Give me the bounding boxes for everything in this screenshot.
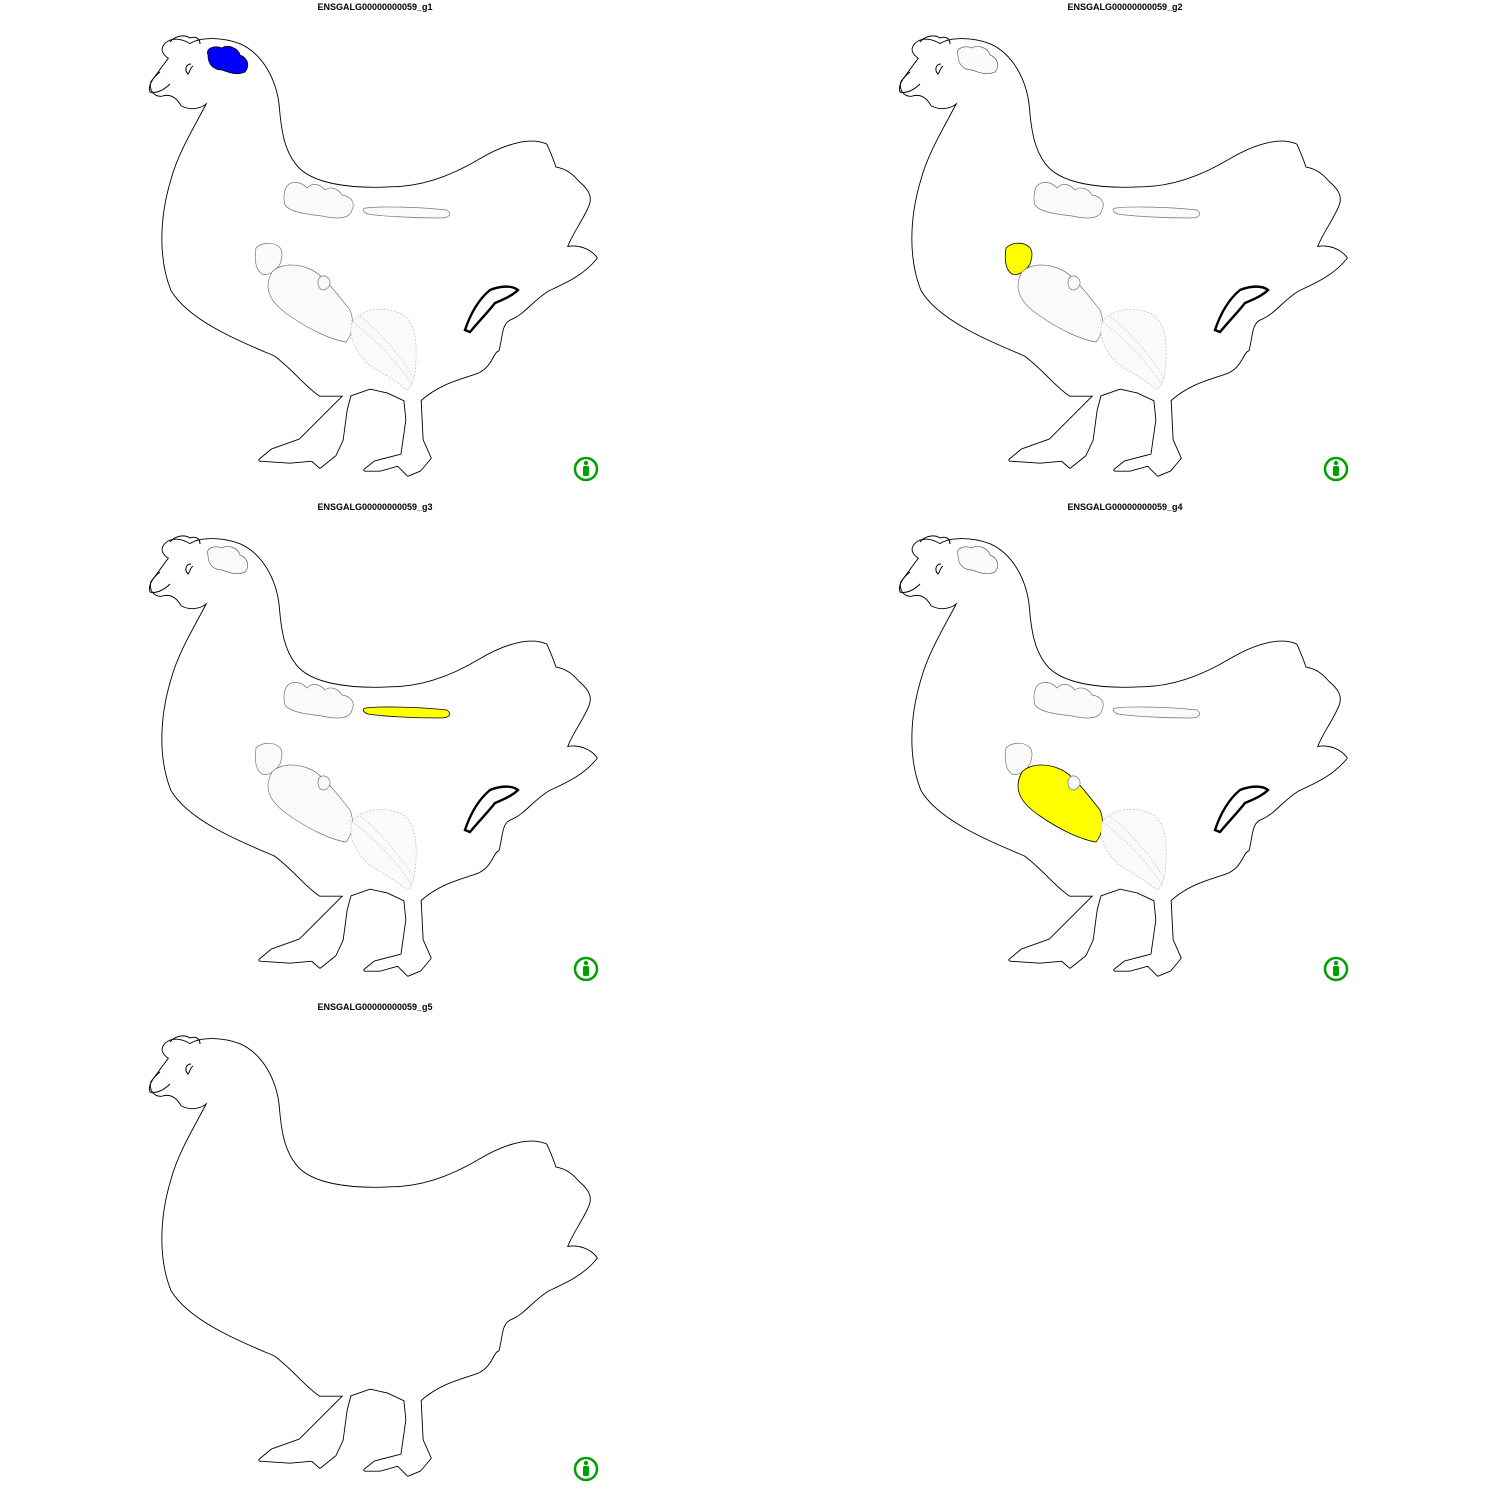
gland [1067, 775, 1081, 791]
panel-4: ENSGALG00000000059_g4 [750, 500, 1500, 1000]
panel-2: ENSGALG00000000059_g2 [750, 0, 1500, 500]
gland [1067, 275, 1081, 291]
comb [919, 35, 951, 45]
info-person-icon[interactable] [573, 456, 599, 482]
body-outline-inner [900, 539, 1347, 976]
gizzard [350, 308, 417, 390]
beak [149, 571, 171, 593]
gland [317, 775, 331, 791]
eye [935, 563, 944, 575]
heart [254, 742, 283, 775]
panel-3: ENSGALG00000000059_g3 [0, 500, 750, 1000]
spinal-cord-highlighted [362, 706, 451, 719]
wing-outline [1213, 285, 1270, 334]
info-person-icon[interactable] [1323, 456, 1349, 482]
wing-outline [463, 785, 520, 834]
eye [185, 563, 194, 575]
gland [317, 275, 331, 291]
comb [919, 535, 951, 545]
kidney [283, 182, 354, 219]
kidney [283, 682, 354, 719]
panel-title: ENSGALG00000000059_g2 [1067, 2, 1183, 12]
panel-title: ENSGALG00000000059_g5 [317, 1002, 433, 1012]
brain [957, 46, 999, 75]
intestine [1099, 815, 1165, 886]
body-outline-inner [150, 539, 597, 976]
intestine [349, 315, 415, 386]
beak [899, 71, 921, 93]
panel-title: ENSGALG00000000059_g3 [317, 502, 433, 512]
info-person-icon[interactable] [573, 1456, 599, 1482]
beak [899, 571, 921, 593]
gizzard [1100, 308, 1167, 390]
heart [1004, 742, 1033, 775]
spinal-cord [1112, 206, 1200, 219]
chicken-anatogram [149, 1035, 599, 1482]
brain [957, 546, 999, 575]
heart-highlighted [1004, 242, 1033, 275]
beak [149, 71, 171, 93]
info-person-icon[interactable] [1323, 956, 1349, 982]
eye [935, 63, 944, 75]
wing-outline [463, 285, 520, 334]
panel-title: ENSGALG00000000059_g4 [1067, 502, 1183, 512]
brain-highlighted [207, 46, 249, 75]
chicken-anatogram [149, 535, 599, 982]
body-outline-inner [150, 39, 597, 476]
panel-title: ENSGALG00000000059_g1 [317, 2, 433, 12]
comb [169, 535, 201, 545]
spinal-cord [362, 206, 450, 219]
spinal-cord [1112, 706, 1200, 719]
panel-1: ENSGALG00000000059_g1 [0, 0, 750, 500]
kidney [1033, 182, 1104, 219]
chicken-anatogram [899, 535, 1349, 982]
body-outline-inner [150, 1039, 597, 1476]
brain [207, 546, 249, 575]
intestine [1099, 315, 1165, 386]
eye [185, 63, 194, 75]
gizzard [350, 808, 417, 890]
intestine [349, 815, 415, 886]
heart [254, 242, 283, 275]
chicken-anatogram [899, 35, 1349, 482]
comb [169, 1035, 201, 1045]
comb [169, 35, 201, 45]
gizzard [1100, 808, 1167, 890]
beak [149, 1071, 171, 1093]
eye [185, 1063, 194, 1075]
kidney [1033, 682, 1104, 719]
info-person-icon[interactable] [573, 956, 599, 982]
chicken-anatogram [149, 35, 599, 482]
wing-outline [1213, 785, 1270, 834]
panel-5: ENSGALG00000000059_g5 [0, 1000, 750, 1500]
body-outline-inner [900, 39, 1347, 476]
